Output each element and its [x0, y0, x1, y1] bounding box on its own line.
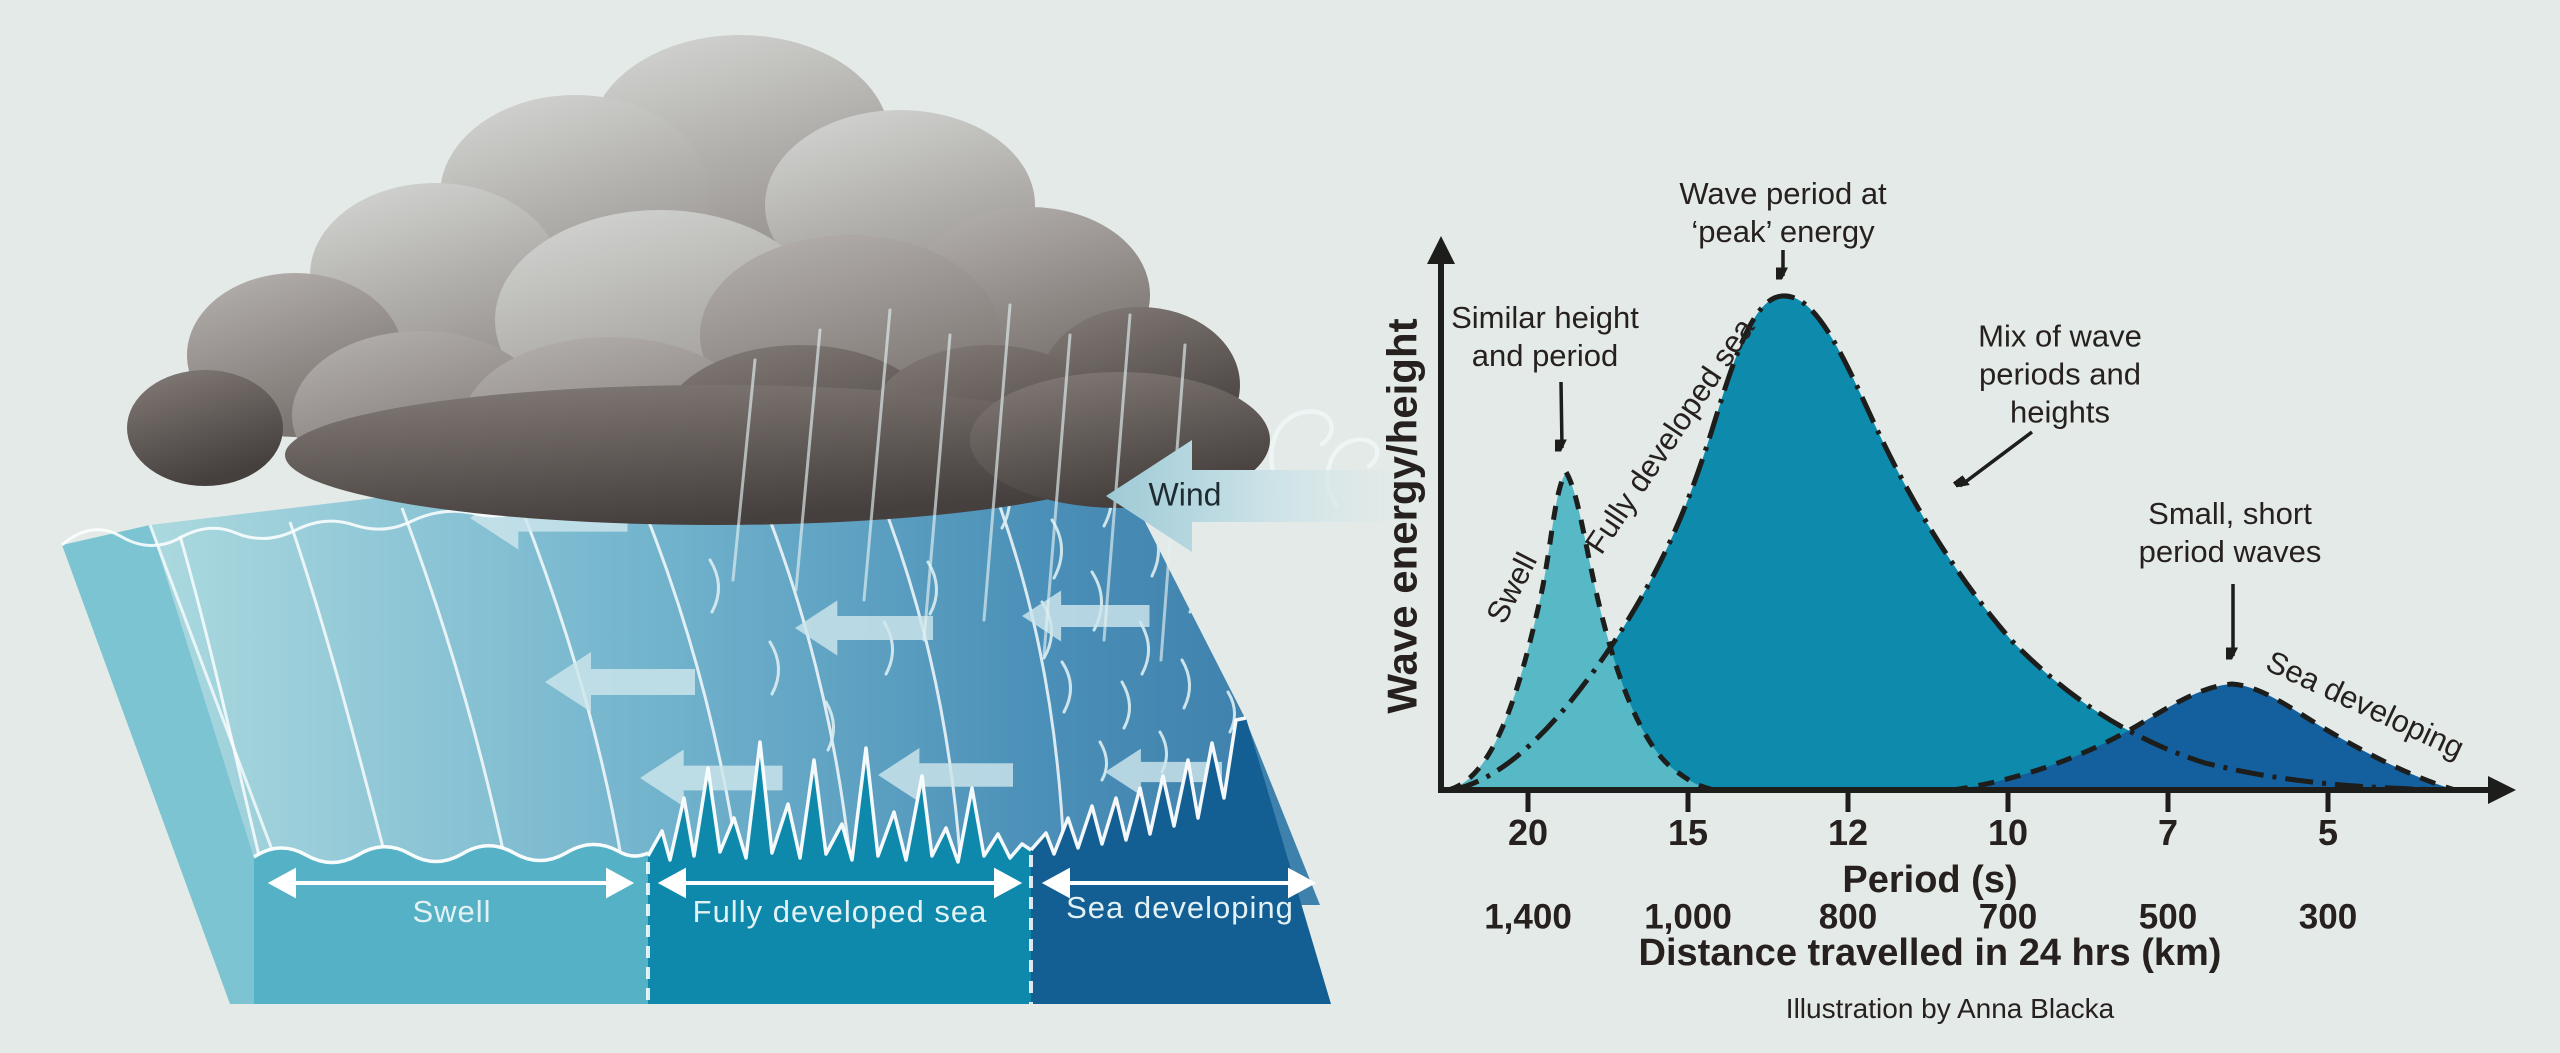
swell-area — [1448, 472, 1714, 790]
period-tick: 7 — [2157, 812, 2179, 854]
annotation-mix-of-waves: Mix of wave periods and heights — [1978, 318, 2142, 429]
distance-axis-label: Distance travelled in 24 hrs (km) — [1638, 931, 2222, 974]
left-arrow-icon — [878, 748, 1013, 802]
double-headed-arrow-icon — [657, 867, 686, 899]
left-arrow-icon — [1022, 590, 1150, 642]
front-face-fully-developed-sea — [648, 742, 1031, 1004]
period-tick: 15 — [1667, 812, 1709, 854]
y-axis-arrow-icon — [1427, 236, 1455, 264]
sea-developing-area — [1952, 684, 2455, 790]
wind-arrow-icon — [1106, 440, 1420, 552]
fully-developed-sea-curve — [1451, 293, 2449, 793]
distance-value: 800 — [1818, 897, 1878, 937]
region-label-fully-developed-sea: Fully developed sea — [692, 894, 988, 930]
annotation-arrows — [1561, 250, 2233, 656]
period-tick: 12 — [1827, 812, 1869, 854]
distance-value: 500 — [2138, 897, 2198, 937]
distance-value: 1,400 — [1484, 897, 1572, 937]
x-axis-ticks — [1525, 790, 2331, 812]
left-arrow-icon — [545, 652, 695, 712]
left-arrow-icon — [640, 749, 783, 807]
wave-energy-chart — [1427, 236, 2516, 812]
region-extent-arrows — [267, 867, 1317, 899]
x-axis-arrow-icon — [2488, 776, 2516, 804]
period-tick: 10 — [1987, 812, 2029, 854]
left-arrow-icon — [1105, 748, 1222, 796]
region-label-swell: Swell — [412, 894, 492, 930]
region-separators — [646, 855, 1033, 1004]
credit-line: Illustration by Anna Blacka — [1785, 992, 2115, 1024]
double-headed-arrow-icon — [267, 867, 296, 899]
sea-developing-curve — [1951, 681, 2456, 793]
region-label-sea-developing: Sea developing — [1066, 890, 1294, 926]
double-headed-arrow-icon — [1041, 867, 1070, 899]
front-face-sea-developing — [1031, 718, 1331, 1004]
annotation-small-short-waves: Small, short period waves — [2138, 496, 2322, 569]
ocean-block-illustration — [61, 35, 1420, 1005]
chart-axes — [1438, 258, 2492, 793]
fully-developed-sea-area — [1452, 295, 2448, 790]
distance-value: 300 — [2298, 897, 2358, 937]
storm-cloud — [127, 35, 1270, 525]
period-tick: 5 — [2317, 812, 2339, 854]
swell-curve — [1447, 467, 1715, 793]
annotation-peak-energy: Wave period at ‘peak’ energy — [1679, 176, 1887, 249]
distance-value: 700 — [1978, 897, 2038, 937]
y-axis-label: Wave energy/height — [1378, 318, 1426, 714]
distance-value: 1,000 — [1644, 897, 1732, 937]
period-tick: 20 — [1507, 812, 1549, 854]
left-arrow-icon — [795, 600, 933, 656]
annotation-similar-height: Similar height and period — [1451, 300, 1639, 373]
wave-top-outlines — [253, 716, 1247, 865]
water-top-surface — [150, 418, 1320, 905]
x-axis-label: Period (s) — [1842, 858, 2018, 901]
wind-label: Wind — [1148, 476, 1222, 513]
